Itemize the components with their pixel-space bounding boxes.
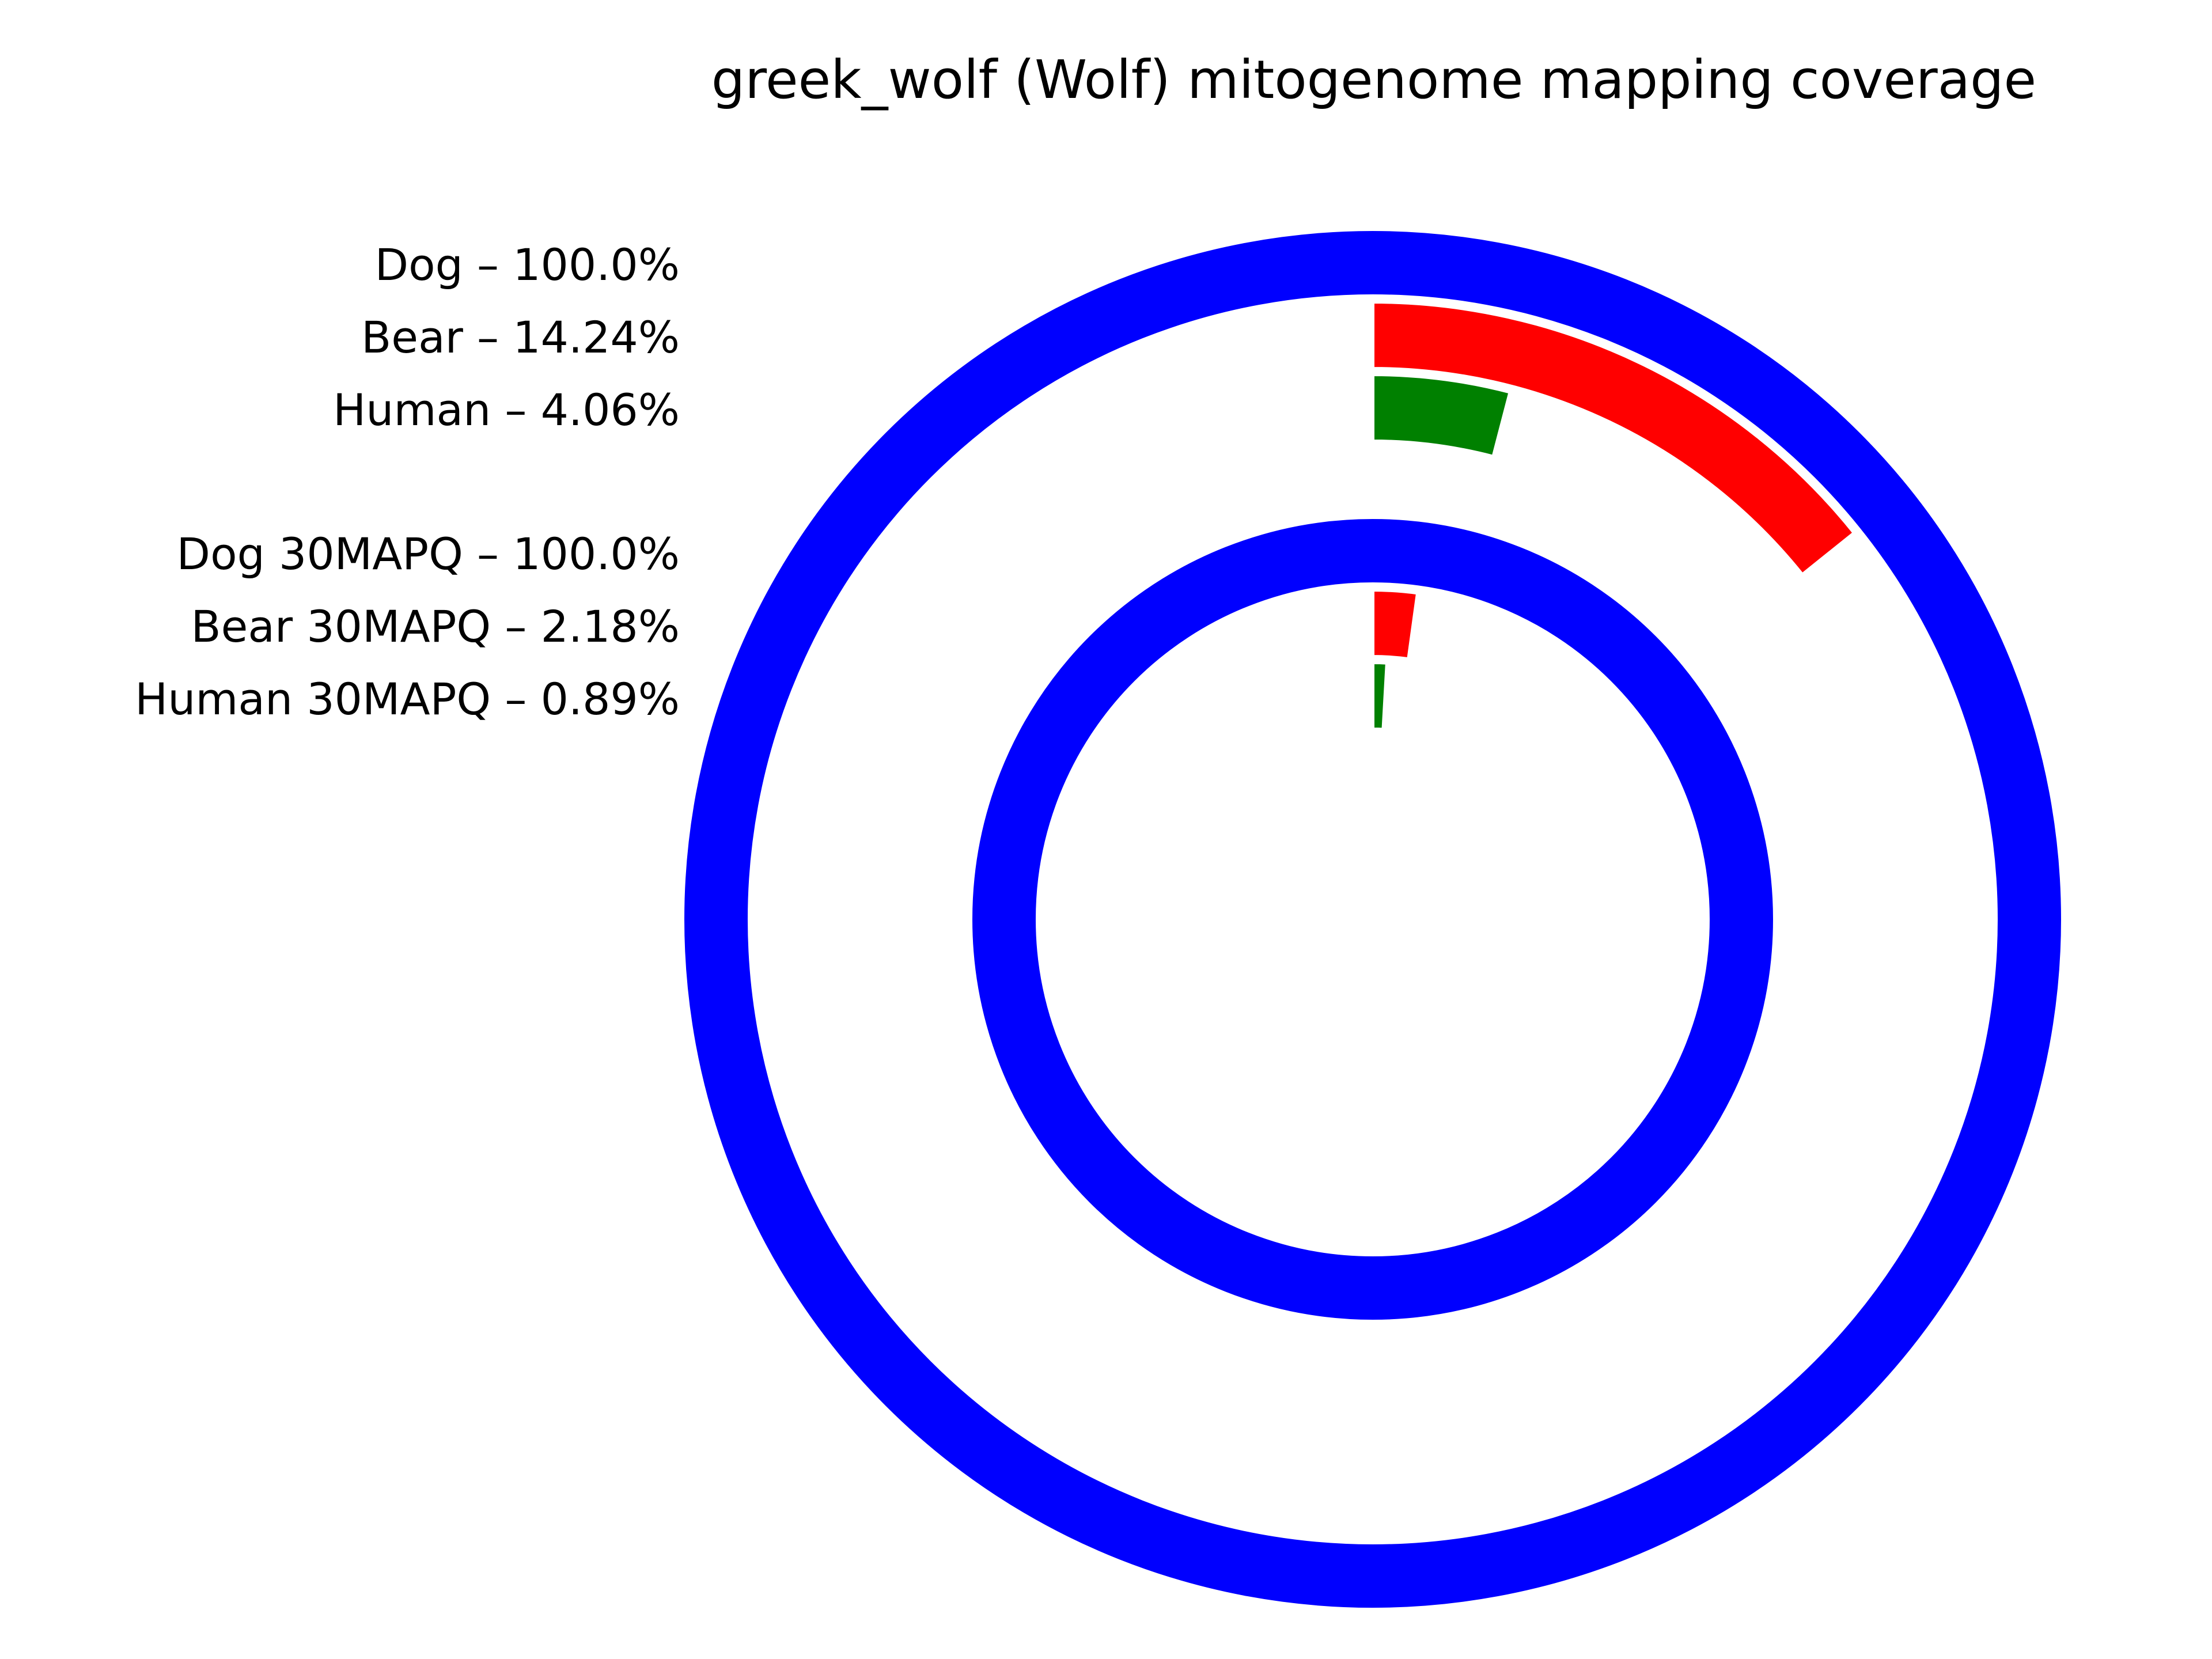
ring-bar-human-30mapq (1371, 660, 1389, 732)
ring-bar-bear (1371, 300, 1857, 578)
ring-label-human-30mapq: Human 30MAPQ – 0.89% (135, 673, 680, 725)
ring-label-dog-30mapq: Dog 30MAPQ – 100.0% (177, 528, 680, 579)
ring-label-bear-30mapq: Bear 30MAPQ – 2.18% (191, 601, 680, 652)
chart-title: greek_wolf (Wolf) mitogenome mapping cov… (711, 49, 2036, 111)
ring-label-bear: Bear – 14.24% (361, 312, 680, 363)
ring-bar-dog (681, 228, 2065, 1612)
ring-group (681, 228, 2065, 1612)
ring-label-dog: Dog – 100.0% (375, 239, 680, 290)
ring-bar-bear-30mapq (1371, 588, 1420, 661)
ring-bar-human (1371, 372, 1513, 459)
ring-label-human: Human – 4.06% (333, 384, 680, 435)
ring-bar-dog-30mapq (969, 516, 1777, 1324)
label-group: Dog – 100.0% Bear – 14.24% Human – 4.06% Do… (135, 239, 680, 725)
